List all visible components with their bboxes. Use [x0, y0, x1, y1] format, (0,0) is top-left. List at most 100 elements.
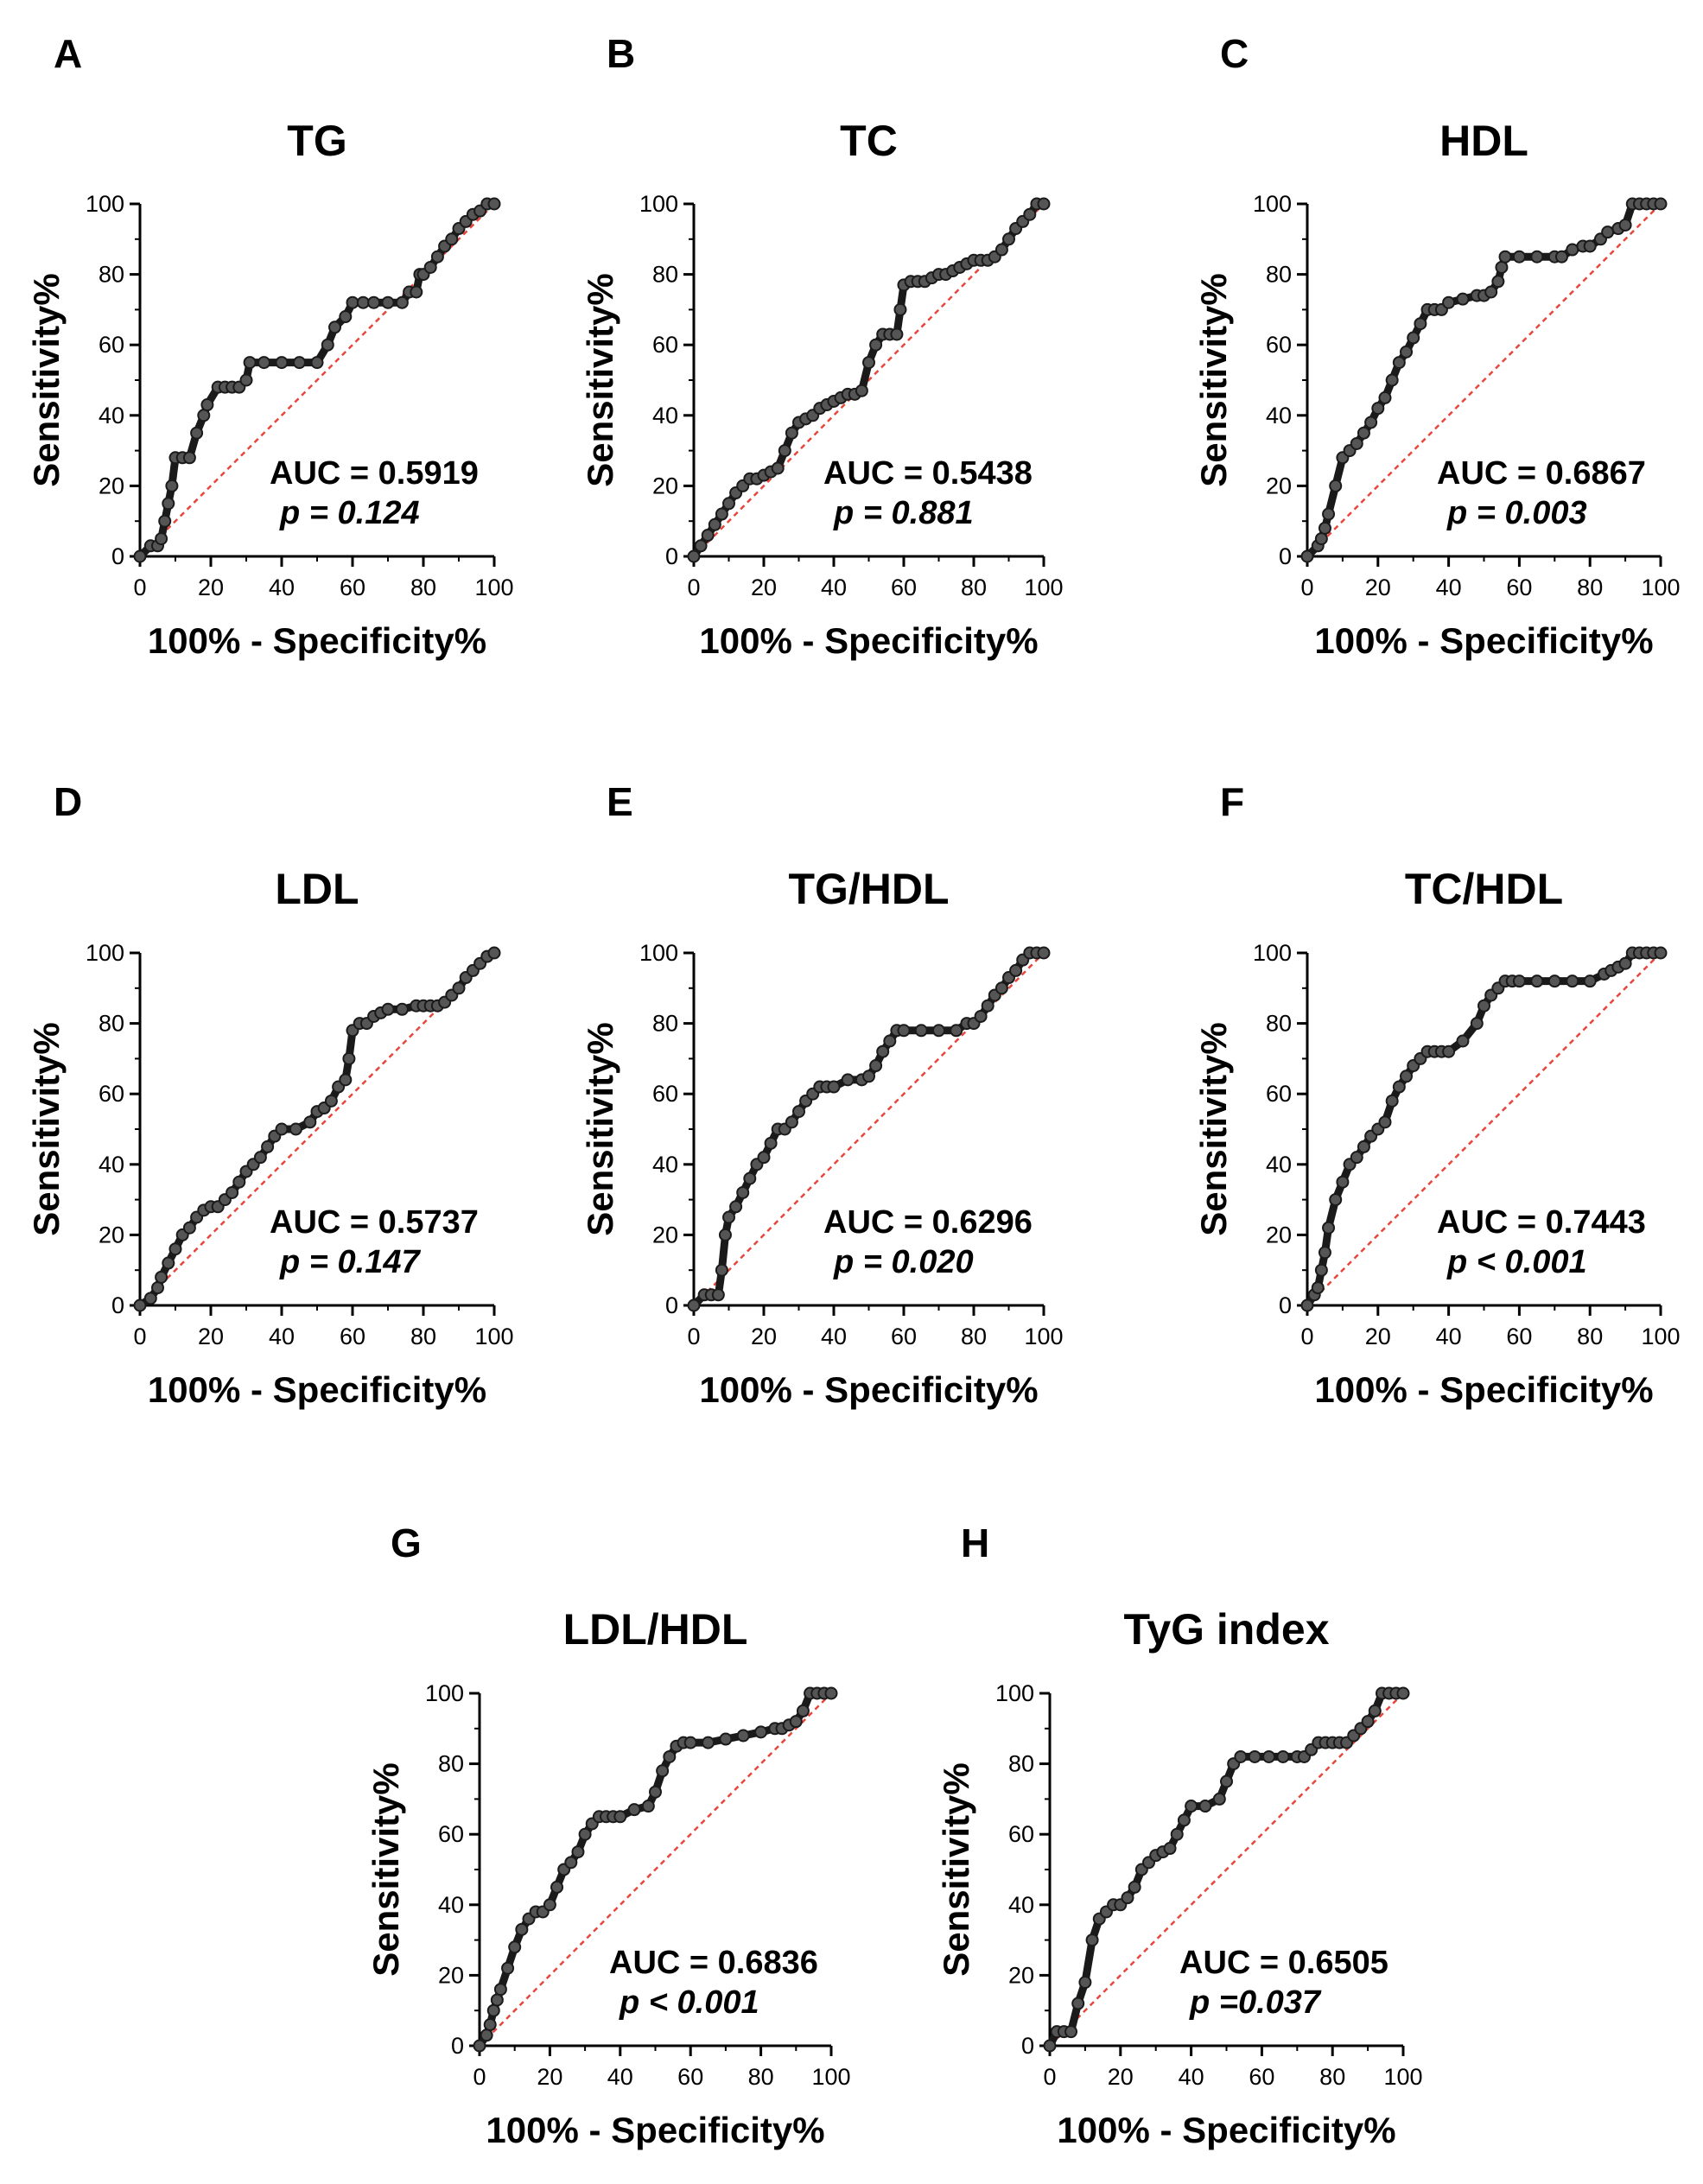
roc-point	[1566, 975, 1579, 988]
x-tick-label: 100	[1383, 2064, 1422, 2090]
roc-point	[694, 539, 708, 553]
roc-point	[1385, 1094, 1399, 1108]
roc-point	[381, 295, 395, 309]
y-tick-label: 80	[98, 1011, 124, 1037]
roc-point	[1456, 1034, 1470, 1048]
roc-point	[1002, 232, 1015, 246]
x-tick-label: 60	[677, 2064, 703, 2090]
roc-point	[289, 1122, 302, 1136]
panel-letter: B	[607, 31, 635, 76]
y-tick-label: 0	[1279, 543, 1292, 569]
roc-point	[687, 1298, 701, 1312]
y-tick-label: 80	[1266, 1011, 1292, 1037]
y-tick-label: 100	[86, 191, 124, 217]
y-tick-label: 60	[98, 332, 124, 358]
roc-point	[1400, 345, 1414, 359]
auc-label: AUC = 0.5737	[270, 1204, 479, 1241]
roc-point	[1329, 479, 1343, 492]
roc-point	[1170, 1827, 1184, 1841]
y-tick-label: 100	[1253, 940, 1292, 966]
roc-point	[715, 507, 728, 521]
roc-point	[743, 1171, 757, 1185]
roc-point	[1583, 239, 1597, 253]
roc-point	[182, 1221, 196, 1235]
roc-point	[339, 310, 353, 324]
roc-point	[1396, 1686, 1410, 1700]
y-tick-label: 60	[1266, 1081, 1292, 1107]
y-tick-label: 80	[1266, 262, 1292, 288]
chart-panel-f: F TC/HDL 0 20 40 60 80 100 0 20 40 60 80 100 100% - Sp…	[1193, 779, 1681, 1410]
roc-point	[342, 1051, 356, 1065]
roc-point	[473, 2039, 486, 2053]
chart-title: TC/HDL	[1405, 865, 1563, 913]
y-tick-label: 100	[639, 940, 678, 966]
roc-point	[890, 327, 904, 341]
roc-point	[1385, 373, 1399, 387]
roc-point	[1198, 1800, 1212, 1813]
roc-point	[876, 1044, 890, 1058]
y-tick-label: 60	[438, 1821, 464, 1847]
roc-point	[994, 981, 1008, 995]
roc-point	[1618, 956, 1632, 970]
roc-point	[162, 497, 175, 511]
x-tick-label: 0	[1300, 1324, 1313, 1349]
reference-line	[693, 203, 1045, 557]
roc-point	[1583, 975, 1597, 988]
y-tick-label: 80	[98, 262, 124, 288]
roc-point	[200, 398, 214, 412]
roc-point	[423, 260, 437, 274]
roc-point	[722, 497, 735, 511]
y-tick-label: 80	[652, 1011, 678, 1037]
roc-point	[339, 1073, 353, 1087]
x-axis-label: 100% - Specificity%	[486, 2110, 824, 2150]
chart-title: HDL	[1439, 117, 1528, 165]
roc-point	[1477, 999, 1490, 1013]
roc-point	[824, 1686, 838, 1700]
roc-point	[367, 295, 381, 309]
y-tick-label: 100	[86, 940, 124, 966]
roc-point	[490, 1993, 504, 2007]
x-tick-label: 20	[1108, 2064, 1134, 2090]
roc-point	[158, 514, 172, 528]
x-tick-label: 20	[198, 1324, 224, 1349]
x-tick-label: 80	[410, 1324, 436, 1349]
roc-point	[1400, 1070, 1414, 1083]
roc-point	[1407, 331, 1420, 345]
roc-point	[754, 1725, 768, 1739]
x-tick-label: 80	[748, 2064, 774, 2090]
roc-point	[1357, 426, 1370, 440]
chart-panel-d: D LDL 0 20 40 60 80 100 0 20 40 60 80 100 100% - Speci…	[26, 779, 514, 1410]
roc-point	[168, 1242, 182, 1256]
roc-point	[1350, 436, 1363, 450]
panel-letter: E	[607, 779, 633, 824]
roc-point	[452, 981, 466, 995]
y-tick-label: 0	[1279, 1292, 1292, 1318]
x-tick-label: 40	[1179, 2064, 1204, 2090]
roc-point	[501, 1961, 515, 1975]
roc-point	[1530, 250, 1544, 263]
roc-point	[1037, 197, 1051, 211]
y-tick-label: 40	[1008, 1892, 1034, 1918]
auc-label: AUC = 0.7443	[1437, 1204, 1646, 1241]
y-tick-label: 100	[639, 191, 678, 217]
y-tick-label: 80	[438, 1751, 464, 1777]
chart-panel-a: A TG 0 20 40 60 80 100 0 20 40 60 80 100 100% - Specif…	[26, 31, 514, 661]
roc-point	[649, 1785, 662, 1799]
roc-point	[1318, 1246, 1331, 1260]
roc-point	[1023, 207, 1037, 221]
y-tick-label: 0	[665, 1292, 678, 1318]
auc-label: AUC = 0.6867	[1437, 455, 1646, 492]
x-tick-label: 100	[811, 2064, 850, 2090]
x-tick-label: 60	[1506, 1324, 1532, 1349]
roc-point	[243, 356, 257, 370]
roc-point	[151, 1281, 164, 1295]
chart-title: TyG index	[1123, 1605, 1329, 1654]
y-tick-label: 20	[438, 1962, 464, 1988]
roc-point	[656, 1764, 670, 1778]
roc-point	[550, 1880, 564, 1894]
y-tick-label: 80	[1008, 1751, 1034, 1777]
roc-point	[701, 529, 715, 543]
roc-point	[1491, 275, 1505, 289]
x-tick-label: 80	[1319, 2064, 1345, 2090]
chart-panel-g: G LDL/HDL 0 20 40 60 80 100 0 20 40 60 80 100 100% - S…	[365, 1521, 851, 2150]
